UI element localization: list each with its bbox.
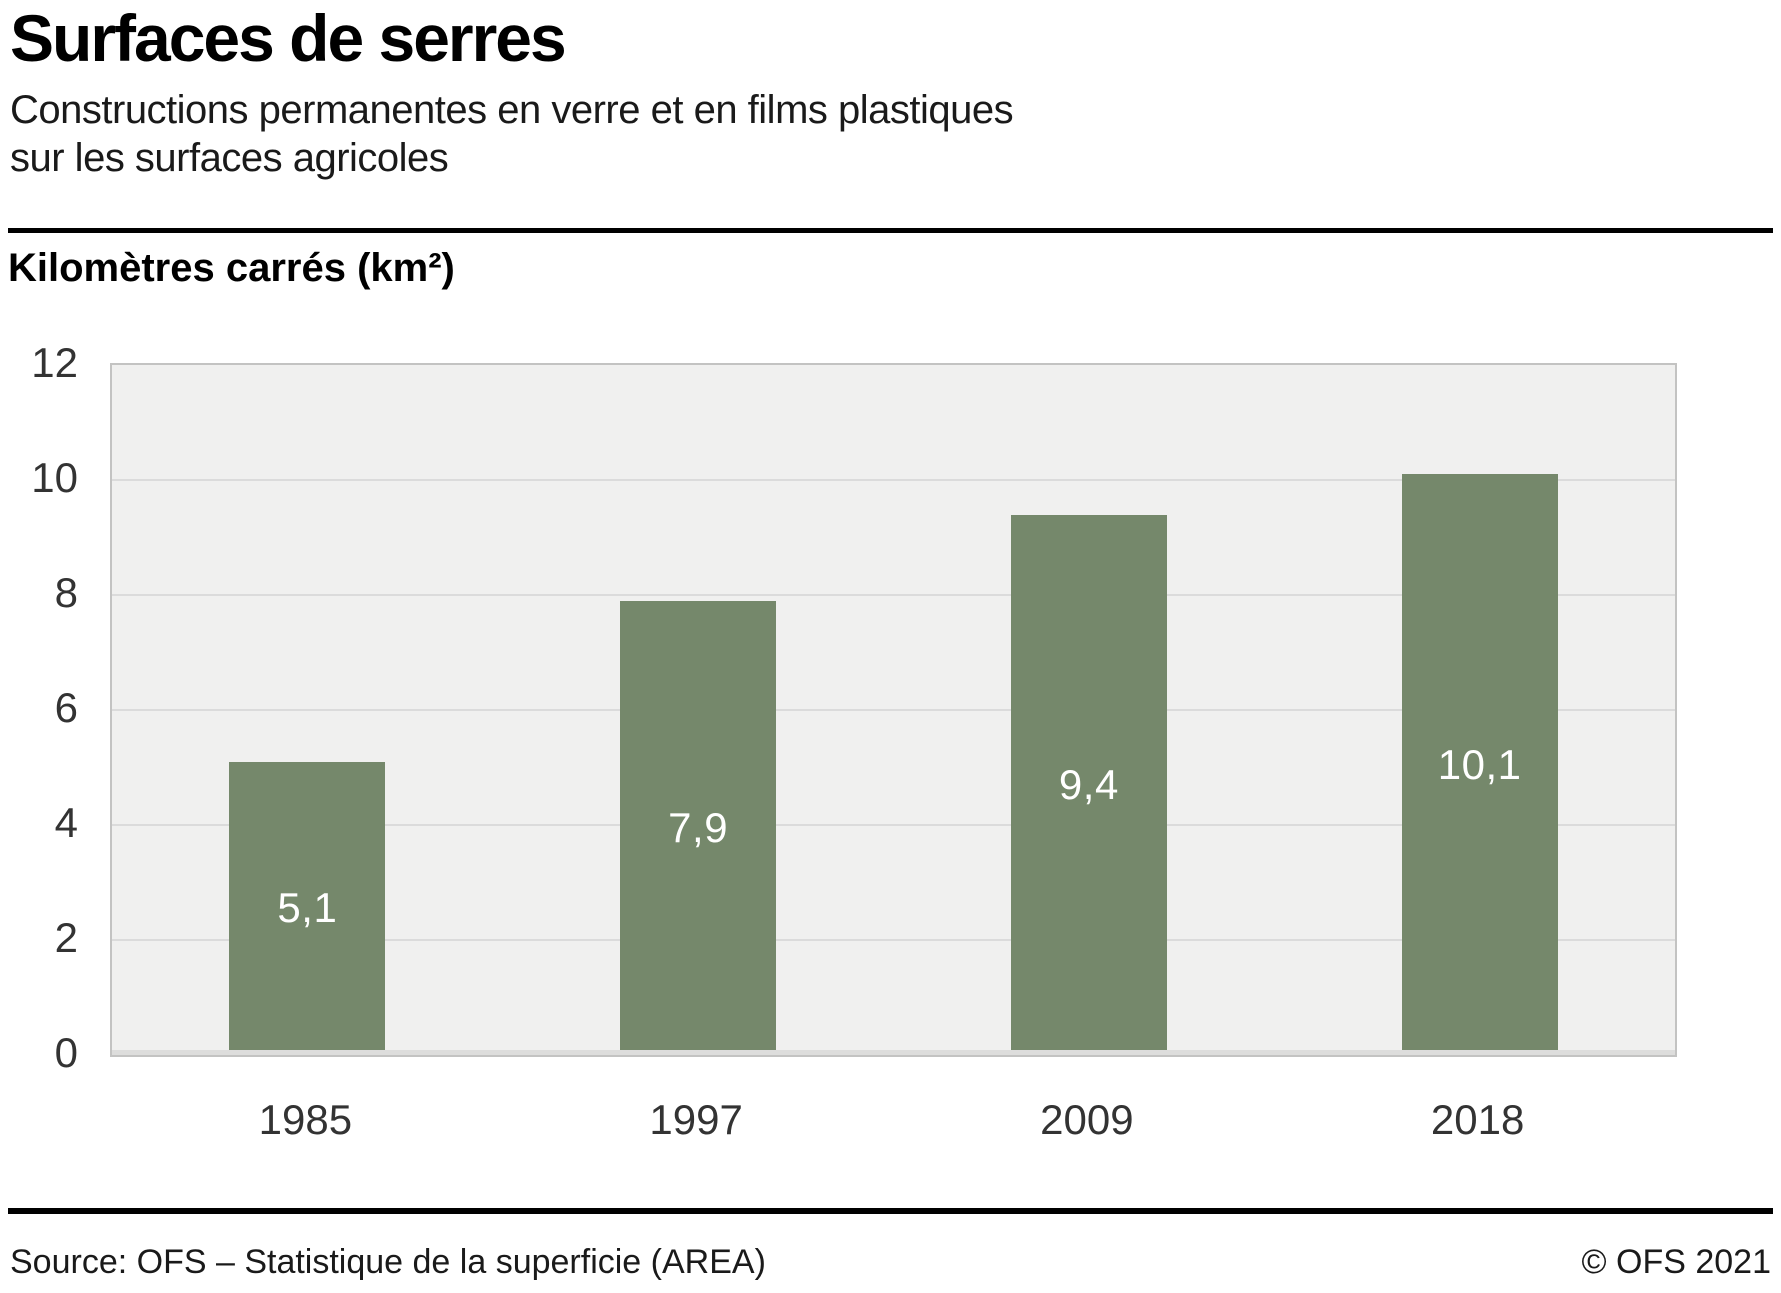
bar-value-label: 9,4	[1058, 760, 1119, 808]
y-axis-title: Kilomètres carrés (km²)	[8, 246, 455, 290]
gridline	[112, 709, 1675, 711]
top-divider	[8, 228, 1773, 233]
bar-2018: 10,1	[1401, 474, 1558, 1055]
y-tick-label: 6	[54, 684, 78, 731]
bar-2009: 9,4	[1010, 514, 1167, 1055]
x-tick-label-2009: 2009	[1040, 1096, 1134, 1143]
subtitle-line-1: Constructions permanentes en verre et en…	[10, 88, 1014, 132]
gridline	[112, 593, 1675, 596]
subtitle-line-2: sur les surfaces agricoles	[10, 136, 449, 180]
y-tick-label: 4	[54, 799, 78, 846]
source-text: Source: OFS – Statistique de la superfic…	[10, 1243, 766, 1281]
x-axis-baseline	[112, 1050, 1675, 1055]
y-tick-label: 0	[54, 1029, 78, 1076]
bar-value-label: 10,1	[1437, 740, 1522, 788]
gridline	[112, 478, 1675, 481]
copyright-text: © OFS 2021	[1581, 1243, 1771, 1281]
y-tick-label: 2	[54, 914, 78, 961]
bar-band-2018: 10,1	[1284, 365, 1675, 1055]
x-axis-labels: 1985 1997 2009 2018	[110, 1092, 1673, 1148]
bottom-divider	[8, 1208, 1773, 1214]
bar-band-1997: 7,9	[503, 365, 894, 1055]
page-title: Surfaces de serres	[10, 1, 567, 75]
bar-1985: 5,1	[229, 761, 386, 1055]
gridline	[112, 823, 1675, 826]
x-tick-label-1985: 1985	[258, 1096, 353, 1143]
bar-band-2009: 9,4	[894, 365, 1285, 1055]
bar-band-1985: 5,1	[112, 365, 503, 1055]
y-tick-label: 8	[54, 569, 78, 616]
bar-value-label: 5,1	[277, 884, 338, 932]
bar-1997: 7,9	[620, 600, 777, 1055]
x-tick-label-2018: 2018	[1430, 1096, 1525, 1143]
y-axis-labels: 0 2 4 6 8 10 12	[0, 342, 78, 1074]
y-tick-label: 12	[31, 339, 78, 386]
plot-area: 5,1 7,9 9,4 10,1	[110, 363, 1677, 1057]
x-tick-label-1997: 1997	[649, 1096, 743, 1143]
footer: Source: OFS – Statistique de la superfic…	[10, 1243, 1771, 1282]
bar-value-label: 7,9	[668, 803, 729, 851]
gridline	[112, 939, 1675, 941]
y-tick-label: 10	[31, 454, 78, 501]
page-subtitle: Constructions permanentes en verre et en…	[10, 86, 1014, 182]
